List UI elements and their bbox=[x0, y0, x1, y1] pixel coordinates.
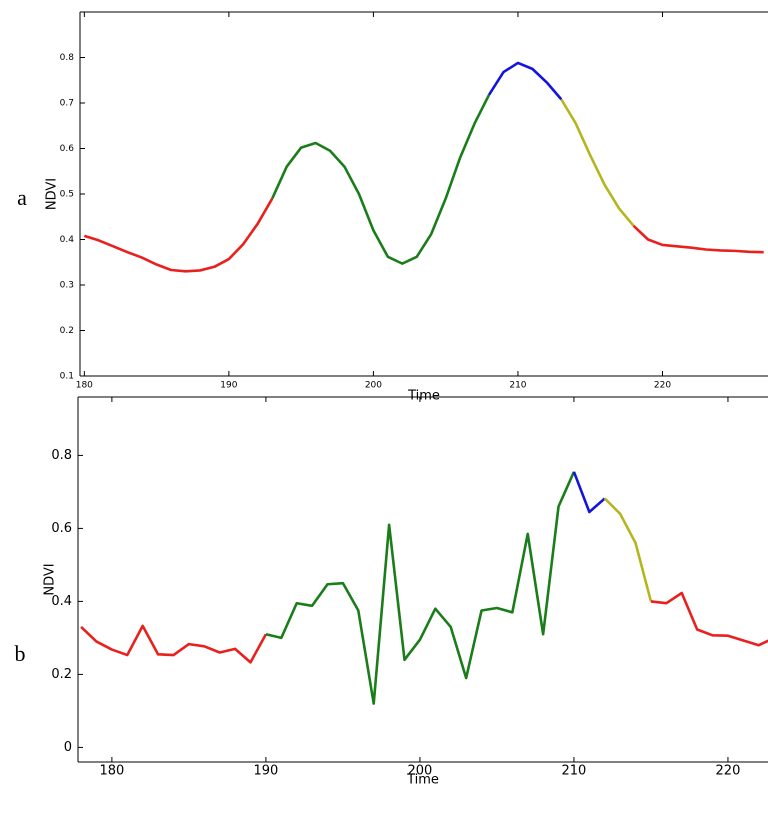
y-axis-label: NDVI bbox=[43, 563, 58, 595]
data-line bbox=[561, 99, 633, 225]
data-line bbox=[634, 226, 764, 252]
x-tick-label: 180 bbox=[76, 381, 93, 391]
y-tick-label: 0.4 bbox=[60, 235, 75, 245]
x-tick-label: 210 bbox=[509, 381, 526, 391]
x-axis-label: Time bbox=[406, 773, 439, 788]
y-tick-label: 0.3 bbox=[60, 281, 74, 291]
x-tick-label: 190 bbox=[220, 381, 237, 391]
y-tick-label: 0 bbox=[64, 740, 72, 755]
y-tick-label: 0.2 bbox=[51, 667, 72, 682]
data-line bbox=[574, 472, 605, 512]
data-line bbox=[81, 626, 266, 663]
data-line bbox=[84, 199, 272, 272]
plot-area bbox=[81, 472, 768, 704]
x-tick-label: 190 bbox=[253, 764, 278, 779]
x-tick-label: 220 bbox=[716, 764, 741, 779]
data-line bbox=[651, 593, 768, 645]
panel-label: a bbox=[17, 185, 27, 210]
panel: 0.1 0.2 0.3 0.4 0.5 0.6 0.7 0.8 180 190 200 210 220 T… bbox=[17, 12, 768, 404]
y-tick-label: 0.6 bbox=[60, 144, 75, 154]
y-tick-label: 0.1 bbox=[60, 372, 74, 382]
y-tick-label: 0.6 bbox=[51, 521, 72, 536]
data-line bbox=[272, 95, 489, 264]
y-tick-label: 0.8 bbox=[51, 448, 72, 463]
y-axis-label: NDVI bbox=[45, 178, 60, 210]
x-tick-label: 200 bbox=[365, 381, 382, 391]
figure: 0.1 0.2 0.3 0.4 0.5 0.6 0.7 0.8 180 190 200 210 220 T… bbox=[0, 0, 768, 813]
x-tick-label: 220 bbox=[654, 381, 671, 391]
x-axis-label: Time bbox=[407, 389, 440, 404]
y-tick-label: 0.2 bbox=[60, 326, 74, 336]
y-tick-label: 0.5 bbox=[60, 190, 74, 200]
y-tick-label: 0.7 bbox=[60, 99, 74, 109]
data-line bbox=[605, 498, 651, 601]
panel-label: b bbox=[15, 641, 26, 666]
x-tick-label: 180 bbox=[99, 764, 124, 779]
data-line bbox=[489, 63, 561, 99]
data-line bbox=[266, 472, 574, 704]
y-tick-label: 0.8 bbox=[60, 53, 75, 63]
x-tick-label: 210 bbox=[562, 764, 587, 779]
plot-area bbox=[84, 63, 763, 271]
